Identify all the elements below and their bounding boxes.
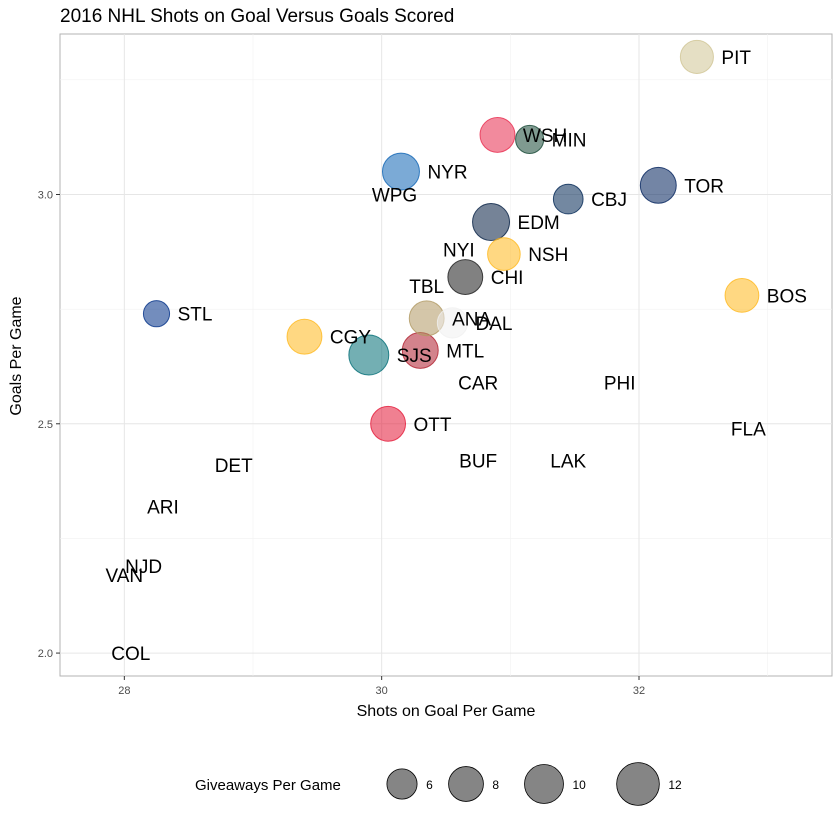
point-dal — [436, 307, 469, 339]
team-label-det: DET — [215, 456, 253, 477]
point-bos — [724, 278, 760, 313]
point-nyr — [381, 152, 420, 191]
y-tick-label: 2.0 — [38, 648, 53, 660]
legend: Giveaways Per Game 6 8 10 12 — [195, 762, 682, 806]
team-label-nyr: NYR — [427, 163, 467, 184]
team-label-wpg: WPG — [372, 186, 417, 207]
team-label-dal: DAL — [476, 314, 513, 335]
team-label-lak: LAK — [550, 451, 586, 472]
x-axis-label: Shots on Goal Per Game — [356, 703, 536, 720]
team-label-stl: STL — [178, 305, 213, 326]
team-label-min: MIN — [552, 130, 587, 151]
x-tick-label: 30 — [376, 685, 388, 697]
legend-key-8 — [448, 766, 484, 802]
point-stl — [142, 300, 171, 328]
team-label-njd: NJD — [125, 557, 162, 578]
team-label-van: VAN — [105, 566, 143, 587]
points-layer — [142, 39, 760, 442]
team-label-pit: PIT — [721, 48, 751, 69]
team-label-phi: PHI — [604, 374, 636, 395]
team-label-cgy: CGY — [330, 328, 372, 349]
legend-key-10 — [524, 764, 564, 804]
point-edm — [472, 203, 511, 242]
legend-key-12 — [616, 762, 660, 806]
team-label-ari: ARI — [147, 497, 179, 518]
panel-border — [59, 33, 833, 677]
point-tor — [639, 166, 677, 204]
legend-label-10: 10 — [572, 778, 586, 792]
team-label-mtl: MTL — [446, 341, 484, 362]
plot-panel — [59, 33, 833, 677]
team-label-car: CAR — [458, 374, 498, 395]
point-sjs — [348, 334, 390, 376]
legend-label-12: 12 — [668, 778, 682, 792]
x-tick-label: 28 — [118, 685, 130, 697]
team-label-bos: BOS — [767, 286, 807, 307]
point-wsh — [479, 116, 516, 153]
point-pit — [679, 39, 714, 74]
chart-title: 2016 NHL Shots on Goal Versus Goals Scor… — [60, 6, 455, 27]
team-label-nsh: NSH — [528, 245, 568, 266]
legend-title: Giveaways Per Game — [195, 777, 341, 794]
legend-key-6 — [386, 768, 418, 800]
axes-layer: 28 30 32 2.0 2.5 3.0 — [38, 190, 645, 698]
point-chi — [447, 259, 484, 295]
y-tick-label: 2.5 — [38, 419, 53, 431]
team-label-buf: BUF — [459, 451, 497, 472]
point-nsh — [487, 237, 521, 271]
point-ott — [370, 405, 407, 442]
team-label-edm: EDM — [518, 213, 560, 234]
point-cbj — [552, 183, 584, 215]
team-label-tor: TOR — [684, 176, 724, 197]
point-min — [515, 124, 545, 155]
team-label-ana: ANA — [452, 309, 491, 330]
y-tick-label: 3.0 — [38, 190, 53, 202]
x-tick-label: 32 — [633, 685, 645, 697]
team-label-wsh: WSH — [523, 126, 567, 147]
team-label-fla: FLA — [731, 419, 766, 440]
team-label-ott: OTT — [414, 415, 452, 436]
point-cgy — [286, 318, 323, 355]
team-label-sjs: SJS — [397, 346, 432, 367]
team-label-col: COL — [111, 644, 150, 665]
legend-label-6: 6 — [426, 778, 433, 792]
y-axis-label: Goals Per Game — [8, 296, 25, 416]
legend-label-8: 8 — [492, 778, 499, 792]
team-label-cbj: CBJ — [591, 190, 627, 211]
team-label-chi: CHI — [491, 268, 524, 289]
team-label-tbl: TBL — [409, 277, 444, 298]
team-label-nyi: NYI — [443, 241, 475, 262]
